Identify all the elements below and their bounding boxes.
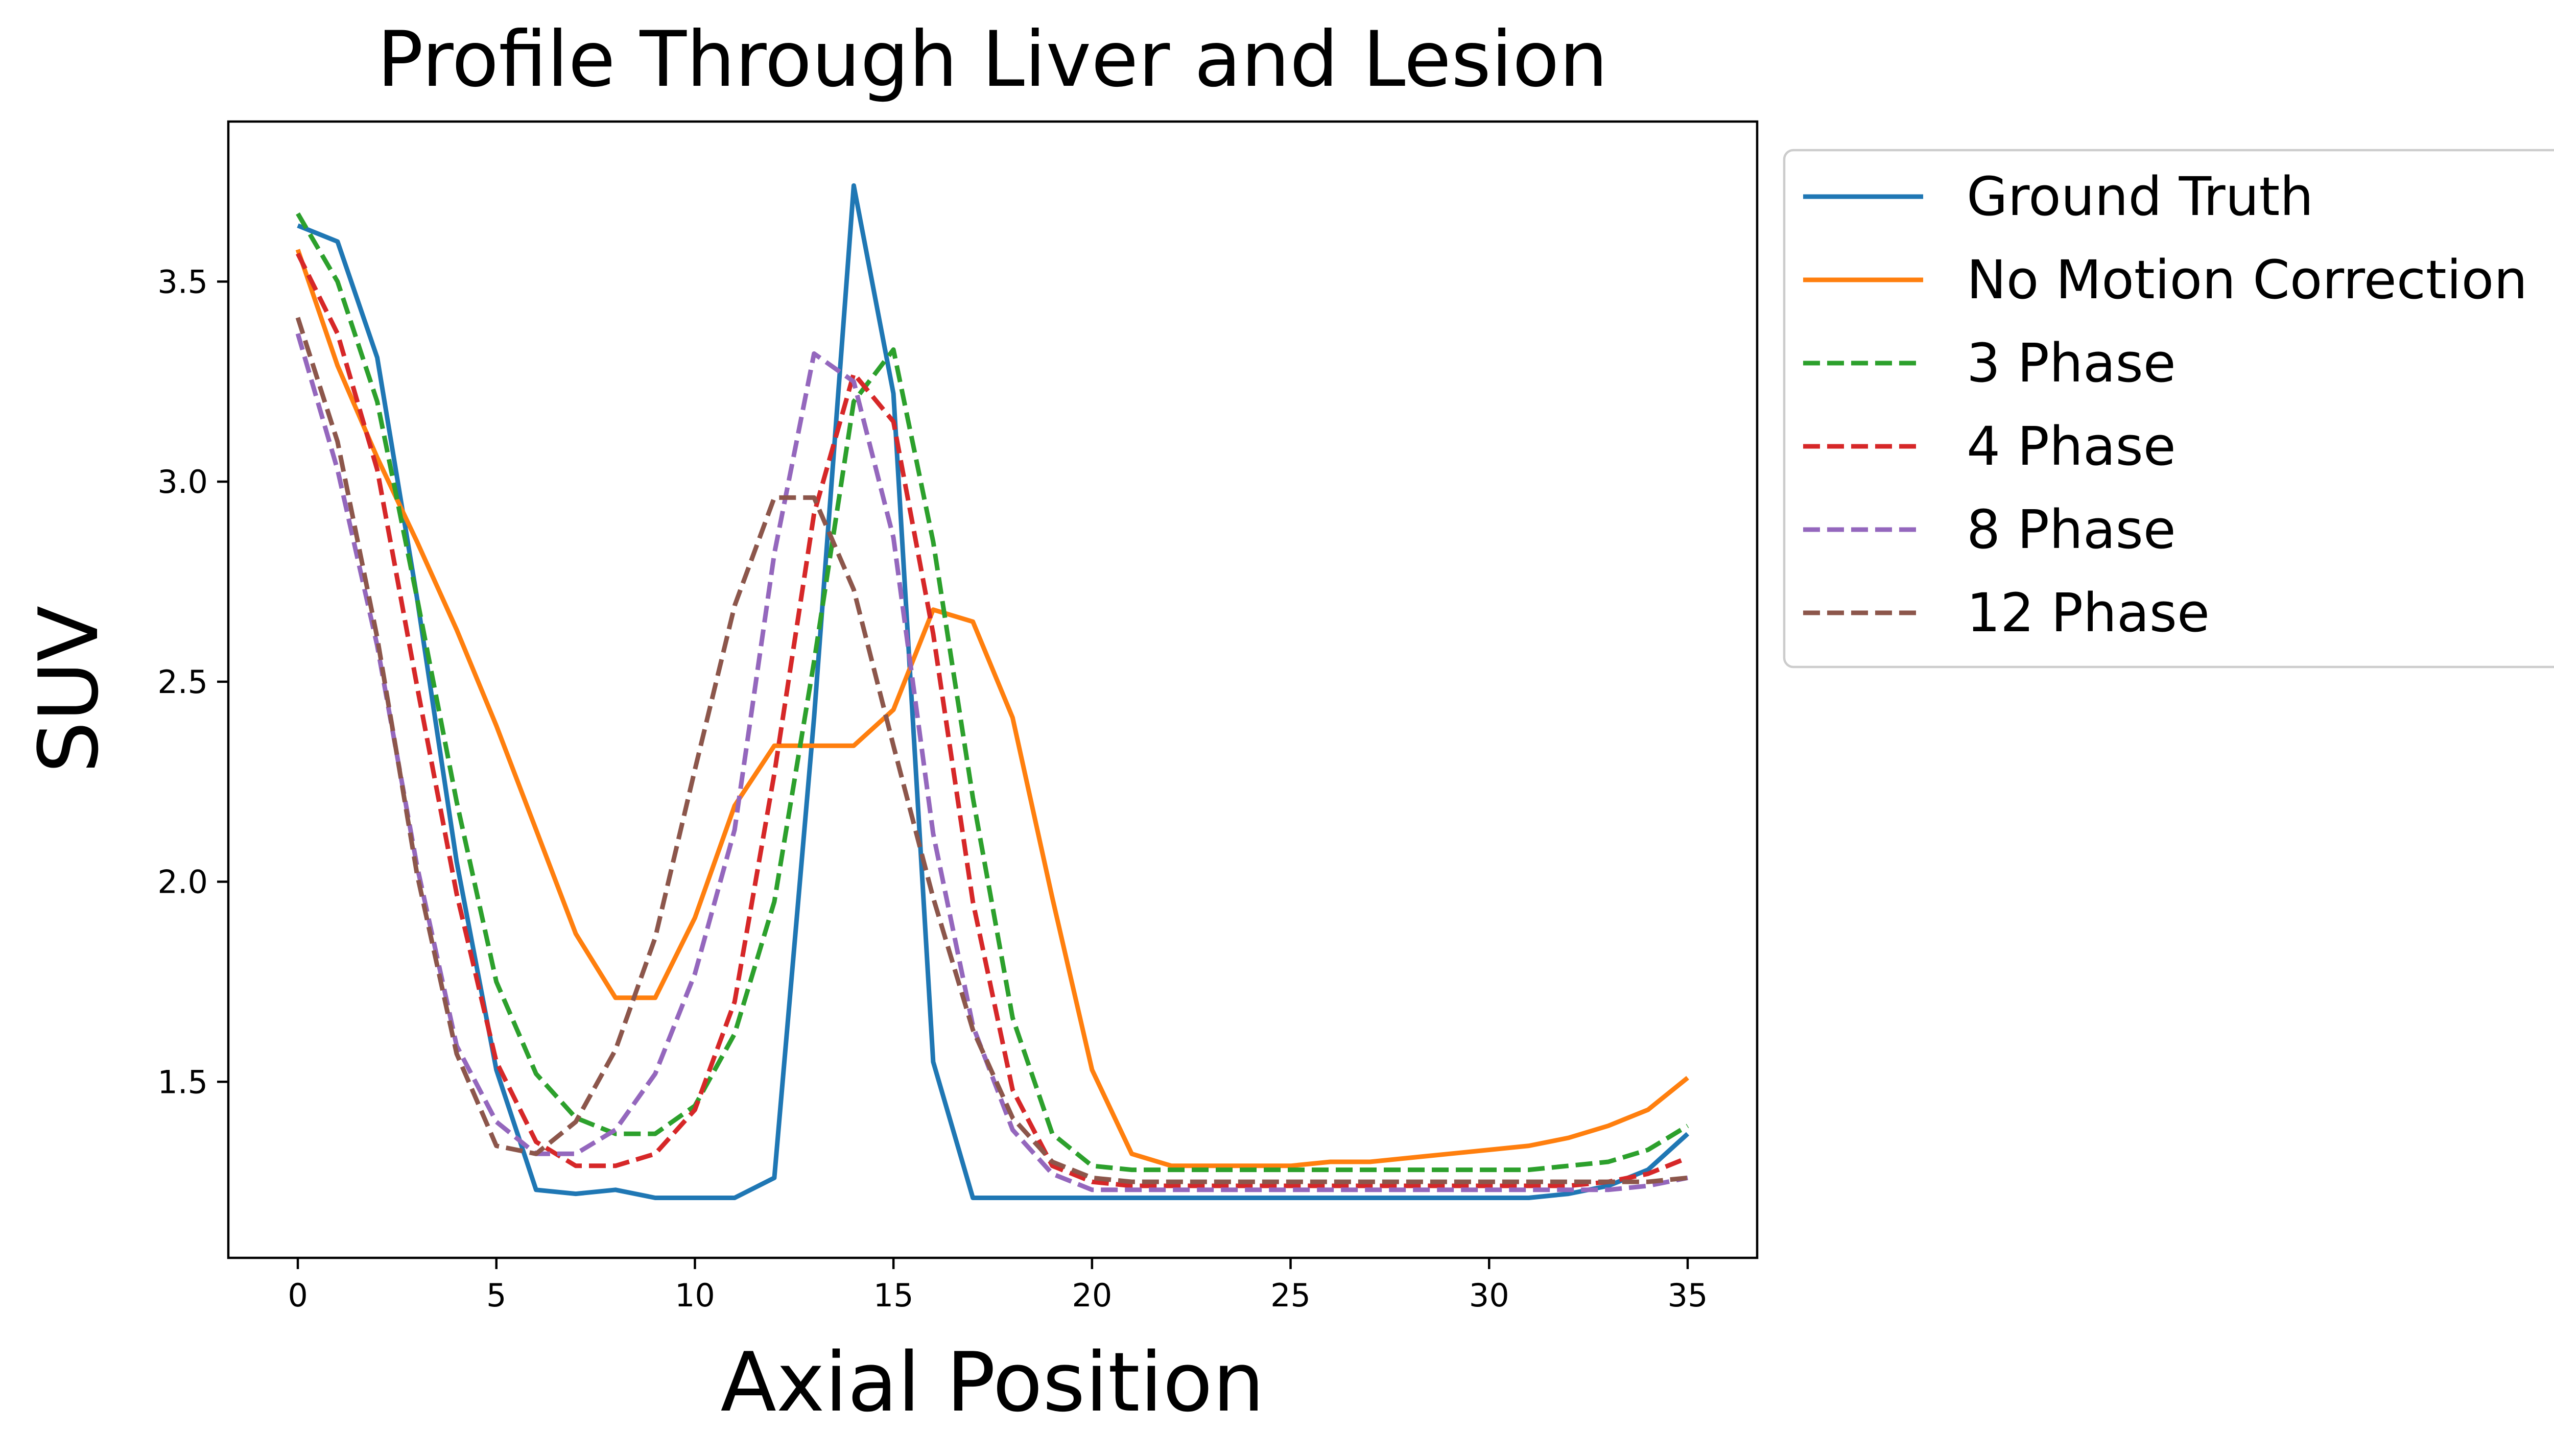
legend-label: No Motion Correction <box>1967 249 2527 311</box>
legend-label: 3 Phase <box>1967 332 2176 394</box>
plot-area <box>295 183 1690 1200</box>
legend: Ground Truth No Motion Correction 3 Phase 4… <box>1783 149 2554 669</box>
y-axis-ticks: 1.5 2.0 2.5 3.0 3.5 <box>157 263 228 1101</box>
legend-box <box>1783 149 2554 669</box>
y-tick-label: 1.5 <box>157 1063 208 1101</box>
x-axis-ticks: 0 5 10 15 20 25 30 35 <box>288 1258 1708 1314</box>
legend-label: Ground Truth <box>1967 165 2313 228</box>
series-line-4-phase <box>295 252 1689 1188</box>
x-tick-label: 15 <box>873 1277 914 1314</box>
series-line-no-motion-correction <box>295 249 1689 1168</box>
legend-label: 8 Phase <box>1967 498 2176 561</box>
series-line-ground-truth <box>297 183 1690 1200</box>
x-tick-label: 35 <box>1668 1277 1708 1314</box>
x-tick-label: 5 <box>486 1277 506 1314</box>
series-line-8-phase <box>295 332 1688 1192</box>
series-line-3-phase <box>296 212 1689 1173</box>
x-tick-label: 0 <box>288 1277 308 1314</box>
chart-title: Profile Through Liver and Lesion <box>377 15 1607 104</box>
y-tick-label: 2.0 <box>157 864 208 901</box>
x-tick-label: 20 <box>1072 1277 1112 1314</box>
plot-frame <box>227 120 1759 1259</box>
x-axis-label: Axial Position <box>721 1334 1265 1430</box>
legend-label: 12 Phase <box>1967 582 2210 644</box>
legend-label: 4 Phase <box>1967 415 2176 478</box>
series-line-12-phase <box>295 317 1688 1184</box>
x-tick-label: 25 <box>1270 1277 1311 1314</box>
x-tick-label: 30 <box>1469 1277 1509 1314</box>
y-tick-label: 2.5 <box>157 663 208 701</box>
x-tick-label: 10 <box>675 1277 715 1314</box>
y-tick-label: 3.0 <box>157 463 208 500</box>
y-axis-label: SUV <box>21 606 116 773</box>
y-tick-label: 3.5 <box>157 263 208 300</box>
